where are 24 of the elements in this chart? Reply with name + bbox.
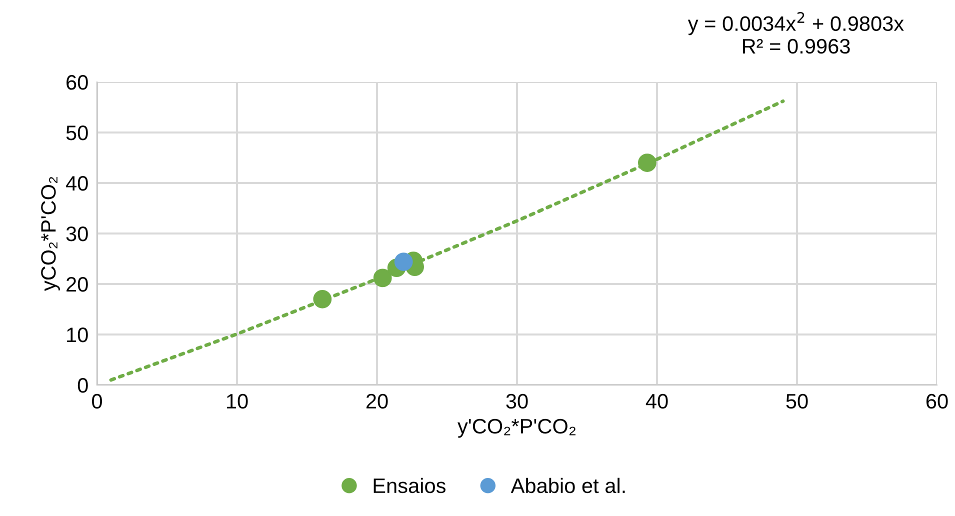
x-tick-label: 40 xyxy=(646,394,668,409)
y-tick-label: 0 xyxy=(78,378,88,393)
y-tick-label: 20 xyxy=(66,277,88,292)
x-tick-label: 30 xyxy=(506,394,528,409)
text: y = 0.0034x$^{2}$ + 0.9803x R² = 0.9963 xyxy=(688,12,904,54)
x-tick-label: 10 xyxy=(227,394,248,409)
point xyxy=(638,154,656,172)
x-tick-label: 60 xyxy=(926,394,948,409)
y-tick-label: 10 xyxy=(67,328,88,342)
x-tick-label: 0 xyxy=(92,394,102,409)
point xyxy=(313,290,332,308)
point xyxy=(373,268,392,288)
x-axis-title: y'CO₂*P'CO₂ xyxy=(458,418,576,438)
y-axis-title: yCO₂*P'CO₂ xyxy=(41,177,60,291)
y-tick-label: 60 xyxy=(66,75,88,90)
y-tick-label: 30 xyxy=(66,226,88,242)
point xyxy=(394,252,413,271)
y-tick-label: 50 xyxy=(66,126,88,140)
y-tick-label: 40 xyxy=(66,176,88,191)
legend-label: Ensaios xyxy=(374,478,446,494)
x-tick-label: 20 xyxy=(366,394,388,409)
line-series xyxy=(109,99,785,382)
x-tick-label: 50 xyxy=(786,394,808,409)
legend-label: Ababio et al. xyxy=(510,478,625,494)
